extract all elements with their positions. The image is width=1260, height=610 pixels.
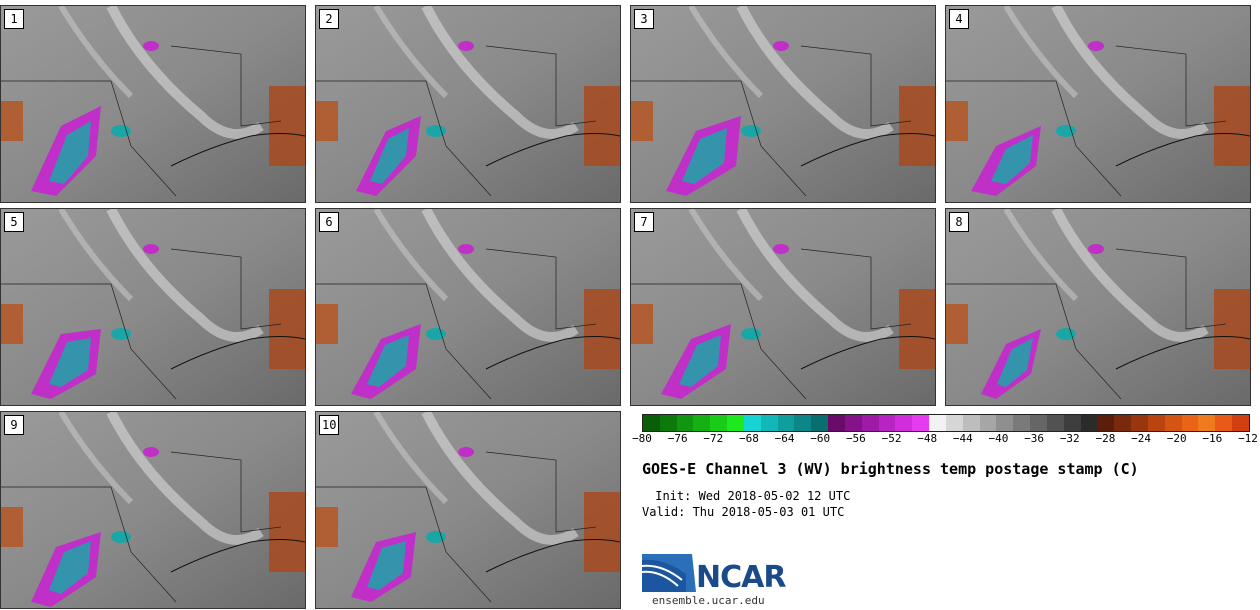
colorbar-cell [844, 415, 862, 431]
colorbar-tick-label: −40 [988, 432, 1009, 445]
postage-stamp-panel: 10 [315, 411, 621, 609]
colorbar-tick-label: −80 [632, 432, 652, 445]
colorbar-tick-label: −12 [1238, 432, 1258, 445]
colorbar-cell [777, 415, 795, 431]
water-vapor-map [316, 6, 620, 202]
colorbar-tick-label: −68 [739, 432, 759, 445]
colorbar-cell [710, 415, 728, 431]
colorbar-cell [828, 415, 845, 431]
colorbar-tick-label: −60 [810, 432, 831, 445]
water-vapor-map [631, 6, 935, 202]
postage-stamp-panel: 2 [315, 5, 621, 203]
member-number-label: 3 [634, 9, 654, 29]
colorbar-cell [996, 415, 1014, 431]
colorbar-cell [1097, 415, 1115, 431]
postage-stamp-panel: 9 [0, 411, 306, 609]
colorbar-tick-label: −36 [1024, 432, 1045, 445]
colorbar-tick-labels: −80 −76 −72 −68 −64 −60 −56 −52 −48 −44 −40 −36 −32 −… [632, 432, 1258, 448]
colorbar-tick-label: −44 [952, 432, 973, 445]
water-vapor-map [946, 209, 1250, 405]
colorbar-cell [1164, 415, 1182, 431]
colorbar-tick-label: −48 [917, 432, 938, 445]
member-number-label: 10 [319, 415, 340, 435]
member-number-label: 9 [4, 415, 24, 435]
postage-stamp-panel: 3 [630, 5, 936, 203]
colorbar-tick-label: −64 [774, 432, 795, 445]
postage-stamp-panel: 6 [315, 208, 621, 406]
water-vapor-map [946, 6, 1250, 202]
water-vapor-map [316, 209, 620, 405]
colorbar-cell [643, 415, 660, 431]
colorbar-cell [1198, 415, 1216, 431]
colorbar-cell [760, 415, 778, 431]
member-number-label: 6 [319, 212, 339, 232]
colorbar-tick-label: −76 [667, 432, 688, 445]
figure-title: GOES-E Channel 3 (WV) brightness temp po… [642, 460, 1139, 478]
colorbar-tick-label: −16 [1202, 432, 1223, 445]
postage-stamp-panel: 7 [630, 208, 936, 406]
colorbar-cell [878, 415, 896, 431]
member-number-label: 1 [4, 9, 24, 29]
colorbar-tick-label: −32 [1059, 432, 1080, 445]
ncar-logo [642, 554, 696, 592]
colorbar-tick-label: −52 [881, 432, 902, 445]
colorbar-cell [895, 415, 913, 431]
colorbar-cell [1231, 415, 1249, 431]
colorbar-tick-label: −24 [1131, 432, 1151, 445]
colorbar-cell [1215, 415, 1232, 431]
member-number-label: 5 [4, 212, 24, 232]
colorbar-cell [727, 415, 744, 431]
postage-stamp-panel: 4 [945, 5, 1251, 203]
colorbar-cell [861, 415, 879, 431]
water-vapor-map [1, 412, 305, 608]
colorbar-cell [1046, 415, 1064, 431]
colorbar-cell [1080, 415, 1098, 431]
colorbar-cell [676, 415, 694, 431]
colorbar-cell [1030, 415, 1047, 431]
colorbar-cell [962, 415, 980, 431]
member-number-label: 4 [949, 9, 969, 29]
member-number-label: 8 [949, 212, 969, 232]
postage-stamp-panel: 8 [945, 208, 1251, 406]
colorbar-tick-label: −56 [845, 432, 866, 445]
colorbar-cell [979, 415, 997, 431]
water-vapor-map [316, 412, 620, 608]
valid-time: Valid: Thu 2018-05-03 01 UTC [642, 505, 845, 519]
colorbar-cell [1063, 415, 1081, 431]
colorbar-tick-label: −72 [703, 432, 724, 445]
colorbar-cell [1114, 415, 1132, 431]
postage-stamp-panel: 5 [0, 208, 306, 406]
colorbar-cell [794, 415, 812, 431]
colorbar-tick-label: −20 [1166, 432, 1187, 445]
colorbar-cell [1013, 415, 1031, 431]
water-vapor-map [1, 209, 305, 405]
colorbar-tick-label: −28 [1095, 432, 1116, 445]
colorbar-cell [659, 415, 677, 431]
postage-stamp-panel: 1 [0, 5, 306, 203]
member-number-label: 7 [634, 212, 654, 232]
colorbar-cell [743, 415, 761, 431]
member-number-label: 2 [319, 9, 339, 29]
colorbar [642, 414, 1250, 432]
colorbar-cell [945, 415, 963, 431]
logo-url: ensemble.ucar.edu [652, 594, 765, 607]
ncar-logo-text: NCAR [696, 560, 786, 595]
colorbar-cell [929, 415, 946, 431]
water-vapor-map [1, 6, 305, 202]
colorbar-cell [1147, 415, 1165, 431]
colorbar-cell [912, 415, 930, 431]
water-vapor-map [631, 209, 935, 405]
init-time: Init: Wed 2018-05-02 12 UTC [648, 489, 851, 503]
colorbar-cell [811, 415, 829, 431]
colorbar-cell [1181, 415, 1199, 431]
colorbar-cell [693, 415, 711, 431]
colorbar-cell [1131, 415, 1148, 431]
